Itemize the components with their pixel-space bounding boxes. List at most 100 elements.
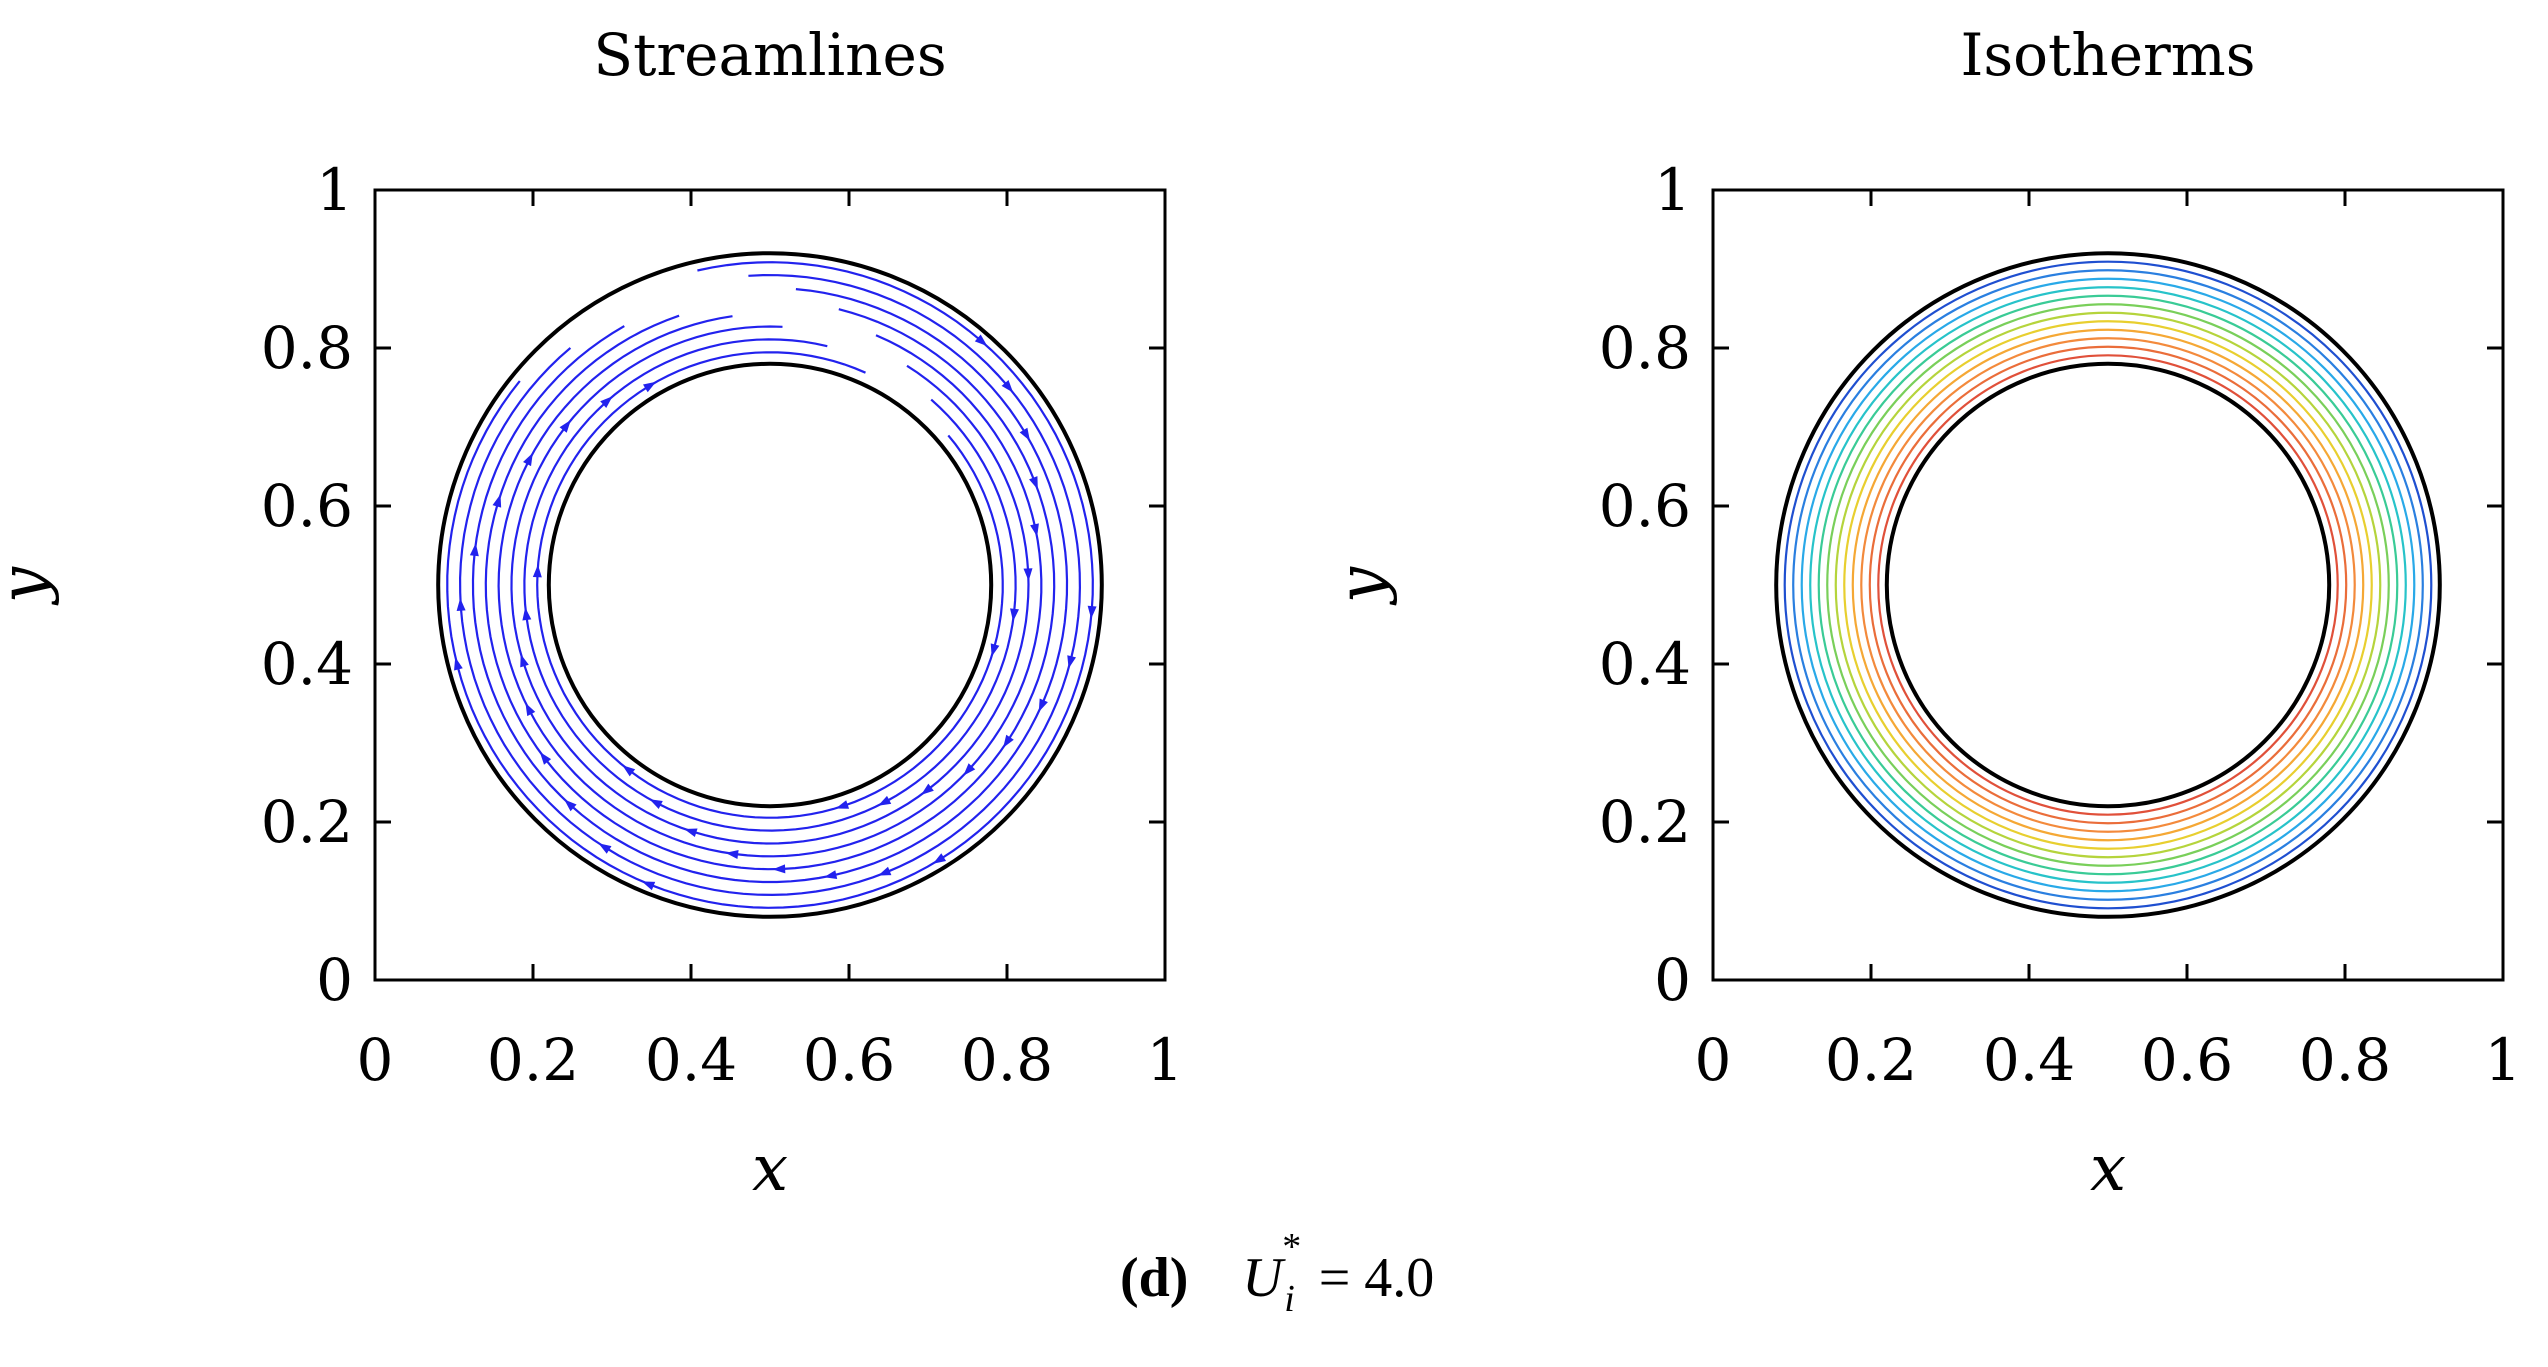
inner-boundary bbox=[546, 361, 994, 809]
figure-caption: (d) U * i = 4.0 bbox=[1120, 1226, 1435, 1325]
streamline-arrow bbox=[878, 795, 892, 806]
isotherm bbox=[1783, 260, 2433, 910]
streamline bbox=[523, 338, 1017, 832]
isotherm bbox=[1800, 277, 2416, 893]
x-tick-label: 0.8 bbox=[961, 1026, 1053, 1094]
chart-title: Streamlines bbox=[593, 21, 946, 89]
isotherms-panel: Isotherms 0 0.2 0.4 0.6 0.8 1 0 0.2 0.4 0.6 0.8 1 x y bbox=[1325, 21, 2521, 1206]
streamline-arrow bbox=[1030, 523, 1039, 537]
y-axis-label: y bbox=[1325, 566, 1399, 606]
plot-frame bbox=[373, 188, 1167, 982]
streamline bbox=[446, 261, 1094, 909]
streamline-arrow bbox=[598, 843, 612, 854]
streamline-arrow bbox=[878, 866, 892, 876]
y-tick-label: 0.8 bbox=[1599, 314, 1691, 382]
streamline bbox=[510, 325, 1030, 845]
x-tick-label: 0 bbox=[357, 1026, 394, 1094]
streamline bbox=[536, 351, 1004, 819]
streamline-arrow bbox=[539, 751, 552, 765]
streamline-arrow bbox=[1019, 427, 1030, 441]
x-tick-label: 1 bbox=[1147, 1026, 1184, 1094]
x-axis-label: x bbox=[2090, 1132, 2126, 1206]
streamline-arrow bbox=[641, 881, 656, 891]
isotherm bbox=[1817, 294, 2399, 876]
y-tick-label: 1 bbox=[1654, 156, 1691, 224]
streamline bbox=[458, 273, 1082, 897]
isotherm bbox=[1826, 303, 2390, 867]
x-tick-label: 0.8 bbox=[2299, 1026, 2391, 1094]
equation-value: = 4.0 bbox=[1318, 1247, 1435, 1309]
streamline-arrow bbox=[525, 702, 536, 717]
inner-boundary bbox=[1884, 361, 2332, 809]
isotherm bbox=[1877, 354, 2339, 816]
y-tick-label: 0.4 bbox=[1599, 630, 1691, 698]
equation-superscript: * bbox=[1282, 1226, 1302, 1268]
streamline-arrow bbox=[1001, 380, 1014, 393]
streamline bbox=[497, 315, 1043, 858]
x-tick-label: 0.2 bbox=[487, 1026, 579, 1094]
outer-boundary bbox=[436, 251, 1104, 919]
isotherm bbox=[1851, 328, 2365, 842]
streamline-arrow bbox=[725, 850, 739, 859]
y-tick-label: 0.8 bbox=[261, 314, 353, 382]
streamline-arrow bbox=[1087, 605, 1097, 619]
equation-symbol: U * i bbox=[1242, 1226, 1301, 1320]
x-tick-label: 0 bbox=[1695, 1026, 1732, 1094]
equation-symbol-text: U bbox=[1242, 1247, 1283, 1309]
isotherm bbox=[1860, 337, 2356, 833]
streamline-arrow bbox=[564, 799, 577, 812]
streamline-arrow bbox=[522, 607, 532, 621]
streamline-arrow bbox=[454, 657, 463, 671]
streamline-arrow bbox=[469, 543, 479, 557]
streamline-arrow bbox=[532, 564, 542, 578]
streamline-arrow bbox=[456, 598, 466, 611]
y-tick-label: 1 bbox=[316, 156, 353, 224]
x-tick-label: 0.2 bbox=[1825, 1026, 1917, 1094]
y-tick-label: 0.2 bbox=[1599, 788, 1691, 856]
streamline bbox=[484, 308, 1056, 871]
x-tick-label: 0.6 bbox=[803, 1026, 895, 1094]
isotherm bbox=[1809, 286, 2407, 884]
streamline-arrow bbox=[990, 643, 1000, 657]
streamline-arrow bbox=[932, 853, 947, 864]
x-axis-label: x bbox=[752, 1132, 788, 1206]
streamline-arrow bbox=[492, 494, 502, 508]
plot-frame bbox=[1711, 188, 2505, 982]
streamline-arrow bbox=[823, 870, 838, 880]
isotherm bbox=[1843, 320, 2373, 850]
x-tick-label: 0.4 bbox=[645, 1026, 737, 1094]
y-tick-label: 0 bbox=[1654, 946, 1691, 1014]
streamline-arrow bbox=[1029, 476, 1038, 490]
streamline-arrow bbox=[1003, 734, 1014, 748]
streamline-arrow bbox=[520, 654, 529, 668]
y-tick-label: 0.6 bbox=[1599, 472, 1691, 540]
streamline-arrow bbox=[921, 783, 934, 795]
streamline-arrow bbox=[1010, 608, 1019, 622]
y-tick-label: 0.2 bbox=[261, 788, 353, 856]
streamline-arrow bbox=[649, 799, 663, 810]
streamline-arrow bbox=[684, 828, 698, 838]
outer-boundary bbox=[1774, 251, 2442, 919]
streamline-arrow bbox=[622, 765, 636, 777]
streamline-arrow bbox=[963, 763, 976, 776]
streamline-arrow bbox=[1023, 568, 1033, 582]
chart-title: Isotherms bbox=[1960, 21, 2255, 89]
streamline-arrow bbox=[1067, 655, 1077, 669]
streamline-arrow bbox=[600, 396, 613, 408]
x-tick-label: 1 bbox=[2485, 1026, 2522, 1094]
streamline bbox=[471, 288, 1069, 884]
isotherm bbox=[1868, 345, 2348, 825]
streamline-arrow bbox=[974, 334, 988, 347]
streamline-arrow bbox=[1038, 698, 1048, 712]
equation-subscript: i bbox=[1284, 1278, 1295, 1320]
streamline-arrow bbox=[559, 419, 571, 433]
y-axis-label: y bbox=[0, 566, 61, 606]
isotherm bbox=[1834, 311, 2382, 859]
panel-label: (d) bbox=[1120, 1247, 1189, 1309]
caption-equation: U * i = 4.0 bbox=[1242, 1226, 1435, 1320]
streamline-arrow bbox=[643, 381, 657, 393]
x-tick-label: 0.6 bbox=[2141, 1026, 2233, 1094]
y-tick-label: 0 bbox=[316, 946, 353, 1014]
streamline-arrow bbox=[523, 452, 533, 467]
